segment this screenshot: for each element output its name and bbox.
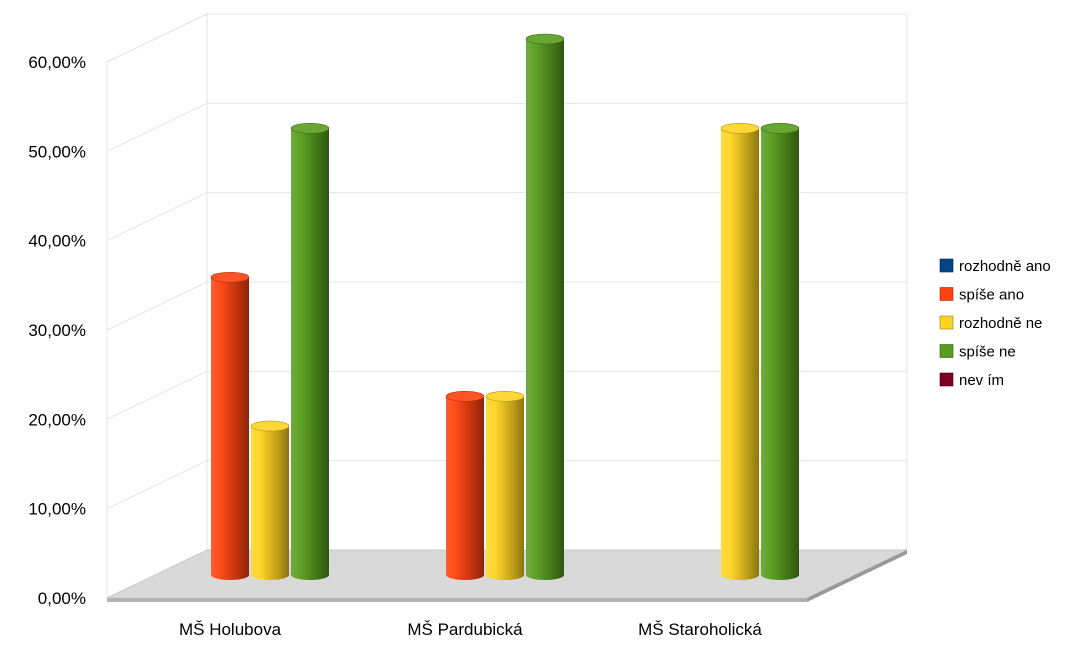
legend: rozhodně ano spíše ano rozhodně ne spíše ne… xyxy=(939,258,1051,389)
legend-item-spise-ano: spíše ano xyxy=(939,287,1024,304)
bar-body xyxy=(721,128,759,581)
bars xyxy=(210,33,800,581)
gridline-side xyxy=(106,460,208,510)
legend-item-nev-im: nev ím xyxy=(939,372,1004,389)
bar-ms-holubova-spise-ano xyxy=(210,271,250,580)
bar-ms-pardubicka-spise-ano xyxy=(445,391,485,580)
legend-label: rozhodně ano xyxy=(959,258,1051,275)
floor-front-edge xyxy=(107,598,807,602)
legend-swatch xyxy=(939,287,954,301)
legend-swatch xyxy=(939,258,954,273)
bar-ms-pardubicka-rozhodne-ne xyxy=(485,391,525,580)
y-tick-label: 60,00% xyxy=(28,53,86,72)
bar-top xyxy=(250,420,290,432)
legend-item-rozhodne-ano: rozhodně ano xyxy=(939,258,1051,275)
bar-ms-staroholicka-spise-ne xyxy=(760,123,800,581)
y-tick-label: 20,00% xyxy=(28,410,86,429)
y-tick-label: 10,00% xyxy=(28,500,86,519)
legend-item-spise-ne: spíše ne xyxy=(939,344,1016,361)
bar-body xyxy=(526,39,564,580)
x-category-label: MŠ Holubova xyxy=(179,620,282,639)
bar-body xyxy=(486,396,524,580)
legend-label: rozhodně ne xyxy=(959,315,1042,332)
bar-body xyxy=(446,396,484,580)
y-tick-label: 0,00% xyxy=(38,589,86,608)
gridline-side xyxy=(106,102,208,152)
bar-top xyxy=(210,271,250,283)
y-tick-label: 40,00% xyxy=(28,232,86,251)
bar-top xyxy=(485,391,525,402)
floor-side-edge xyxy=(807,550,907,602)
bar-top xyxy=(760,123,800,134)
gridline-side xyxy=(106,192,208,242)
bar-body xyxy=(251,426,289,580)
legend-label: nev ím xyxy=(959,372,1004,389)
y-axis-ticks: 0,00% 10,00% 20,00% 30,00% 40,00% 50,00% 60,00… xyxy=(28,53,86,608)
bar-ms-staroholicka-rozhodne-ne xyxy=(720,123,760,581)
gridline-side xyxy=(106,370,208,420)
x-category-label: MŠ Staroholická xyxy=(638,620,762,639)
legend-label: spíše ano xyxy=(959,287,1024,304)
bar-ms-pardubicka-spise-ne xyxy=(525,33,565,580)
bar-ms-holubova-rozhodne-ne xyxy=(250,420,290,580)
gridline-side xyxy=(106,281,208,331)
bar-top xyxy=(445,391,485,402)
bar-body xyxy=(761,128,799,581)
legend-swatch xyxy=(939,344,954,358)
y-tick-label: 30,00% xyxy=(28,321,86,340)
x-axis-labels: MŠ Holubova MŠ Pardubická MŠ Staroholická xyxy=(179,620,762,639)
bar-top xyxy=(525,33,565,45)
gridline-side xyxy=(106,13,208,63)
bar-top xyxy=(290,123,330,134)
legend-swatch xyxy=(939,315,954,330)
legend-swatch xyxy=(939,372,954,387)
bar-body xyxy=(291,128,329,581)
bar-ms-holubova-spise-ne xyxy=(290,123,330,581)
legend-item-rozhodne-ne: rozhodně ne xyxy=(939,315,1042,332)
bar-body xyxy=(211,277,249,580)
y-tick-label: 50,00% xyxy=(28,142,86,161)
x-category-label: MŠ Pardubická xyxy=(407,620,523,639)
legend-label: spíše ne xyxy=(959,344,1016,361)
bar-top xyxy=(720,123,760,134)
